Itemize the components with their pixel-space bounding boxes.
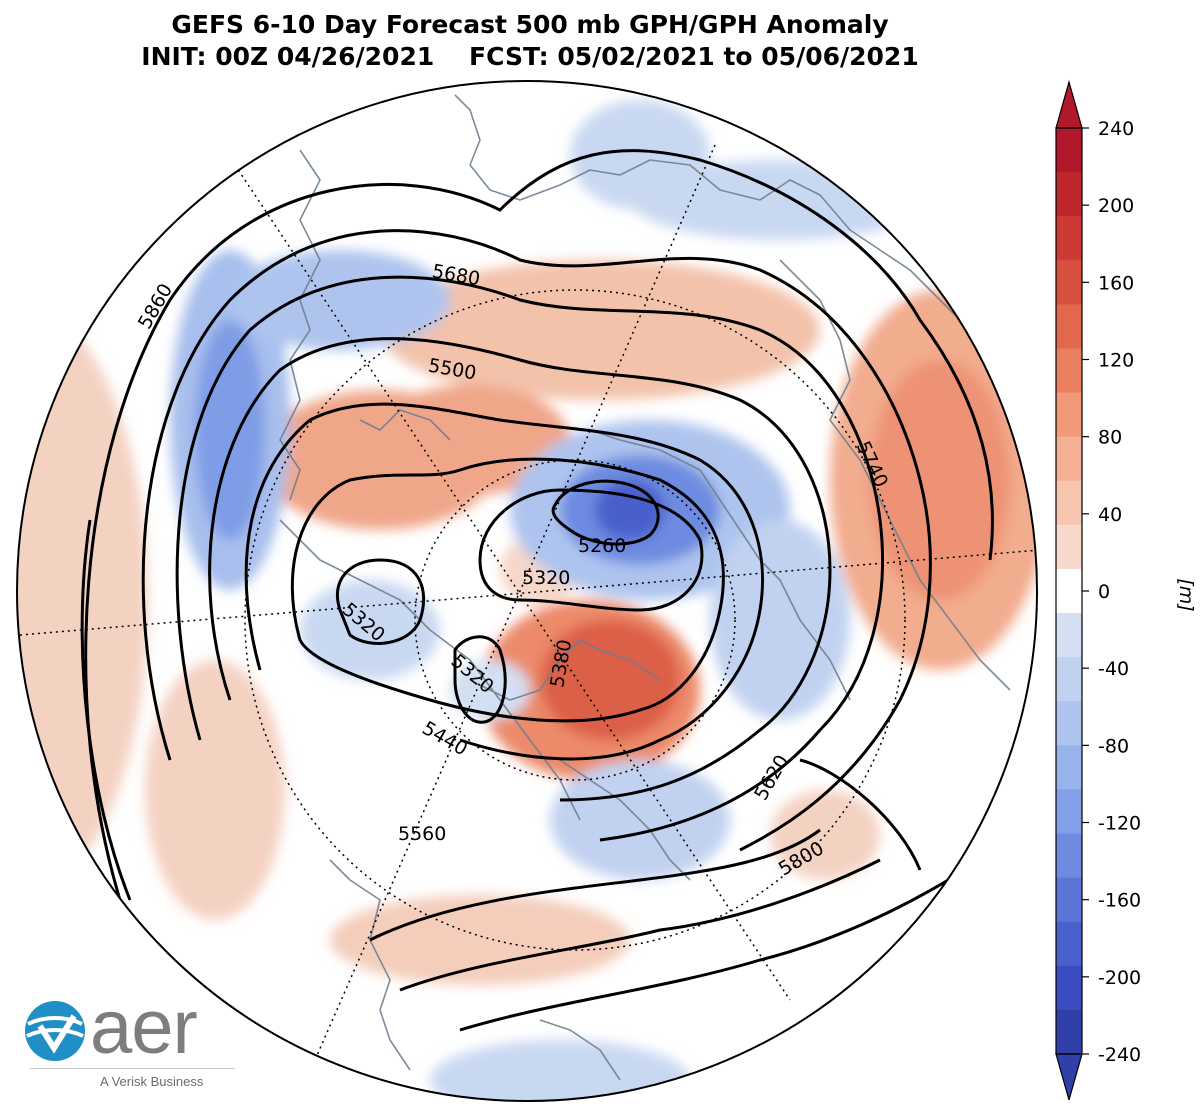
colorbar-block bbox=[1056, 172, 1082, 217]
map-subtitle: INIT: 00Z 04/26/2021 FCST: 05/02/2021 to… bbox=[141, 42, 919, 71]
colorbar-tick-label: 80 bbox=[1098, 427, 1122, 449]
height-contours bbox=[80, 149, 994, 1032]
map-title: GEFS 6-10 Day Forecast 500 mb GPH/GPH An… bbox=[171, 10, 889, 39]
colorbar-block bbox=[1056, 833, 1082, 879]
colorbar-ticks: 240 200 160 120 80 40 0 -40 -80 -120 -160 -200 -240 bbox=[1082, 118, 1141, 1066]
colorbar-block bbox=[1056, 965, 1082, 1011]
contour-label: 5260 bbox=[578, 535, 626, 557]
colorbar-tick-label: -80 bbox=[1098, 735, 1129, 757]
colorbar-unit: [m] bbox=[1175, 578, 1197, 611]
graticule bbox=[19, 144, 1037, 1061]
colorbar-block bbox=[1056, 304, 1082, 349]
contour-label: 5320 bbox=[522, 567, 570, 589]
colorbar-tick-label: 200 bbox=[1098, 195, 1134, 217]
colorbar-tick-label: -240 bbox=[1098, 1044, 1141, 1066]
colorbar: 24020016012080400-40-80-120-160-200-240 … bbox=[1055, 79, 1197, 1100]
colorbar-block bbox=[1056, 128, 1082, 173]
colorbar-block bbox=[1056, 657, 1082, 702]
colorbar-block bbox=[1056, 613, 1082, 658]
logo-subtitle: A Verisk Business bbox=[100, 1074, 204, 1089]
colorbar-tick-label: -160 bbox=[1098, 890, 1141, 912]
map-boundary bbox=[16, 80, 1038, 1102]
colorbar-block bbox=[1056, 260, 1082, 305]
colorbar-block bbox=[1056, 1009, 1082, 1055]
colorbar-min-arrow bbox=[1055, 1053, 1083, 1100]
colorbar-tick-label: -120 bbox=[1098, 813, 1141, 835]
colorbar-block bbox=[1056, 392, 1082, 438]
colorbar-tick-label: -40 bbox=[1098, 658, 1129, 680]
coastlines bbox=[279, 94, 1011, 1081]
aer-logo-icon bbox=[25, 1001, 85, 1061]
logo-wordmark: aer bbox=[90, 985, 198, 1070]
colorbar-block bbox=[1056, 877, 1082, 923]
colorbar-tick-label: 40 bbox=[1098, 504, 1122, 526]
aer-logo: aer A Verisk Business bbox=[22, 985, 235, 1098]
colorbar-tick-label: 160 bbox=[1098, 272, 1134, 294]
colorbar-tick-label: 0 bbox=[1098, 581, 1110, 603]
logo-divider bbox=[30, 1068, 235, 1069]
colorbar-block bbox=[1056, 348, 1082, 394]
colorbar-tick-label: 120 bbox=[1098, 350, 1134, 372]
contour-label: 5560 bbox=[398, 823, 446, 845]
colorbar-block bbox=[1056, 745, 1082, 790]
colorbar-block bbox=[1056, 480, 1082, 526]
colorbar-block bbox=[1056, 216, 1082, 261]
colorbar-block bbox=[1056, 701, 1082, 746]
colorbar-block bbox=[1056, 921, 1082, 967]
colorbar-gradient bbox=[1056, 128, 1082, 1055]
anomaly-field: 5860 5680 5500 5260 5320 5320 5320 5380 … bbox=[17, 94, 1037, 1101]
colorbar-max-arrow bbox=[1055, 79, 1083, 129]
colorbar-block bbox=[1056, 524, 1082, 570]
colorbar-tick-label: 240 bbox=[1098, 118, 1134, 140]
colorbar-tick-label: -200 bbox=[1098, 967, 1141, 989]
colorbar-block bbox=[1056, 789, 1082, 835]
polar-map: 5860 5680 5500 5260 5320 5320 5320 5380 … bbox=[16, 80, 1038, 1102]
colorbar-block bbox=[1056, 568, 1082, 614]
colorbar-block bbox=[1056, 436, 1082, 482]
